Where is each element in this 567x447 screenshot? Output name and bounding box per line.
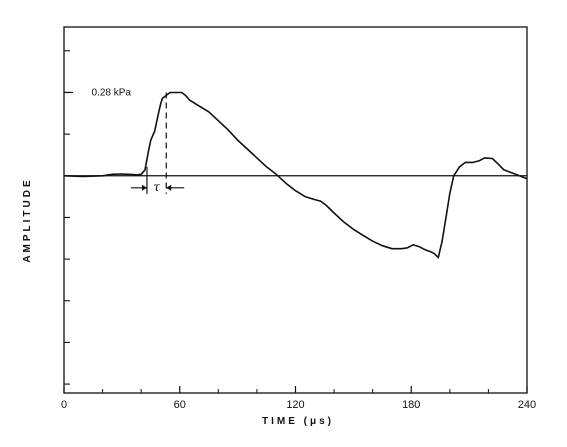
x-tick-label: 120 (286, 399, 304, 411)
x-tick-label: 0 (61, 399, 67, 411)
x-tick-label: 60 (174, 399, 186, 411)
rise-arrowhead-left (141, 184, 147, 191)
waveform-line (63, 91, 528, 259)
axis-ticks: 0 60 120 180 240 (61, 50, 536, 411)
annotations: 0.28 kPa τ (64, 87, 185, 194)
rise-time-label: τ (153, 180, 160, 194)
x-tick-label: 240 (518, 399, 536, 411)
x-tick-label: 180 (402, 399, 420, 411)
rise-arrowhead-right (166, 184, 172, 191)
peak-level-label: 0.28 kPa (92, 87, 132, 98)
y-axis-title: AMPLITUDE (22, 177, 33, 262)
x-axis-title: TIME (μs) (262, 416, 334, 427)
plot-frame (63, 26, 528, 394)
